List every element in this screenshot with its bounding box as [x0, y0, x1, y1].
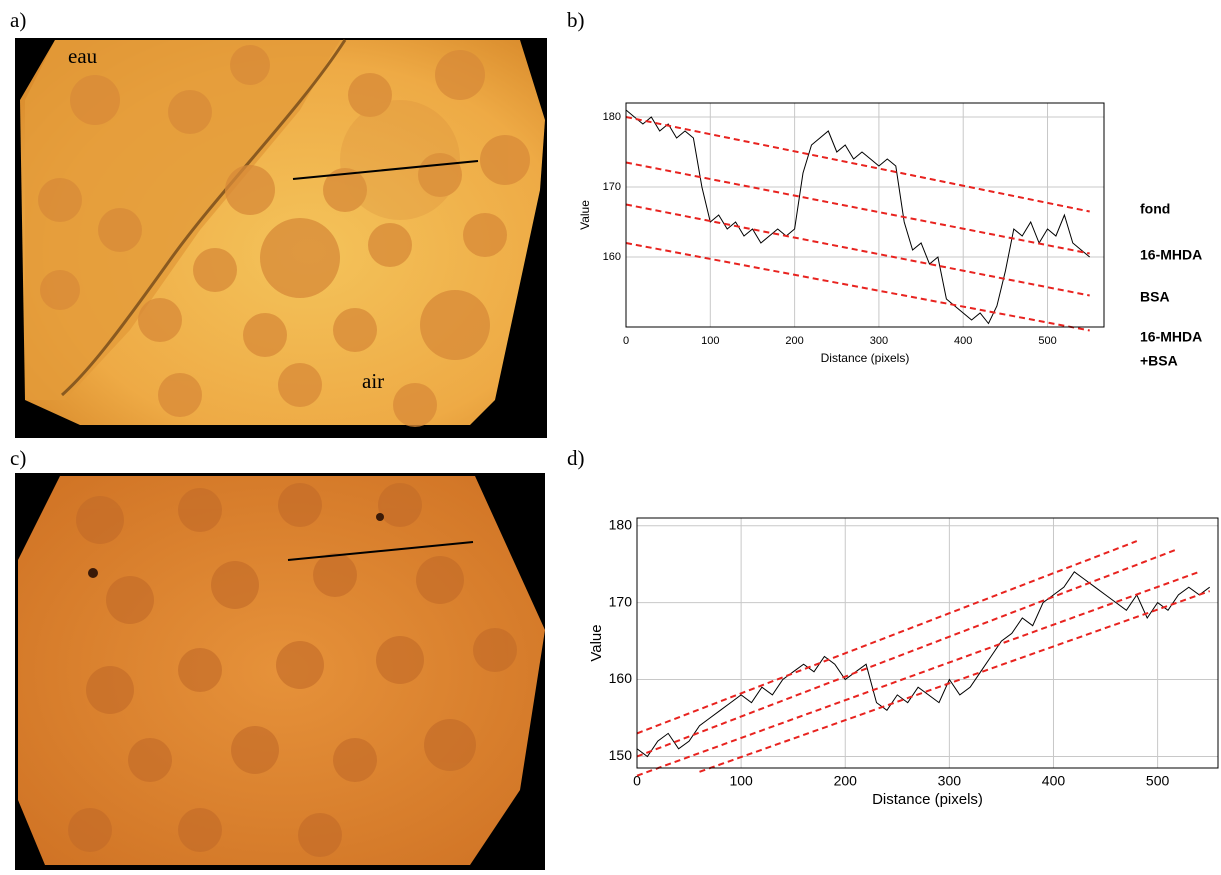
guide-line [699, 590, 1211, 773]
photo-a [15, 38, 547, 438]
profile-line [626, 109, 1091, 325]
guide-line [636, 547, 1179, 758]
x-tick-label: 200 [834, 773, 858, 789]
profile-line [637, 571, 1210, 758]
x-tick-label: 300 [938, 773, 962, 789]
panel-label: a) [10, 8, 26, 32]
x-tick-label: 200 [785, 335, 803, 347]
photo-label: eau [68, 44, 98, 68]
plot-frame [625, 102, 1105, 328]
y-axis-label: Value [588, 624, 605, 661]
photo-c [15, 473, 545, 870]
y-tick-label: 180 [609, 516, 633, 532]
x-tick-label: 500 [1146, 773, 1170, 789]
panel-label: b) [567, 8, 585, 32]
annotation: 16-MHDA [1140, 329, 1202, 345]
x-tick-label: 0 [633, 773, 641, 789]
x-tick-label: 100 [701, 335, 719, 347]
annotation: +BSA [1140, 353, 1178, 369]
x-tick-label: 400 [954, 335, 972, 347]
plot-area [626, 103, 1104, 327]
x-axis-label: Distance (pixels) [872, 791, 983, 808]
y-tick-label: 150 [609, 747, 633, 763]
photo-label: air [362, 369, 384, 393]
plot-frame [636, 517, 1219, 769]
guide-line [625, 161, 1090, 255]
y-tick-label: 160 [609, 670, 633, 686]
x-tick-label: 500 [1038, 335, 1056, 347]
annotation: 16-MHDA [1140, 247, 1202, 263]
annotation: BSA [1140, 289, 1170, 305]
x-axis-label: Distance (pixels) [821, 351, 910, 365]
y-tick-label: 180 [603, 111, 621, 123]
panel-label: d) [567, 446, 585, 470]
y-tick-label: 170 [603, 181, 621, 193]
y-tick-label: 160 [603, 251, 621, 263]
annotation: fond [1140, 201, 1170, 217]
plot-area [637, 518, 1218, 768]
x-tick-label: 400 [1042, 773, 1066, 789]
guide-line [625, 203, 1090, 297]
panel-label: c) [10, 446, 26, 470]
guide-line [625, 116, 1090, 213]
x-tick-label: 300 [870, 335, 888, 347]
y-tick-label: 170 [609, 593, 633, 609]
y-axis-label: Value [578, 200, 592, 230]
x-tick-label: 0 [623, 335, 629, 347]
x-tick-label: 100 [729, 773, 753, 789]
guide-line [625, 242, 1090, 332]
